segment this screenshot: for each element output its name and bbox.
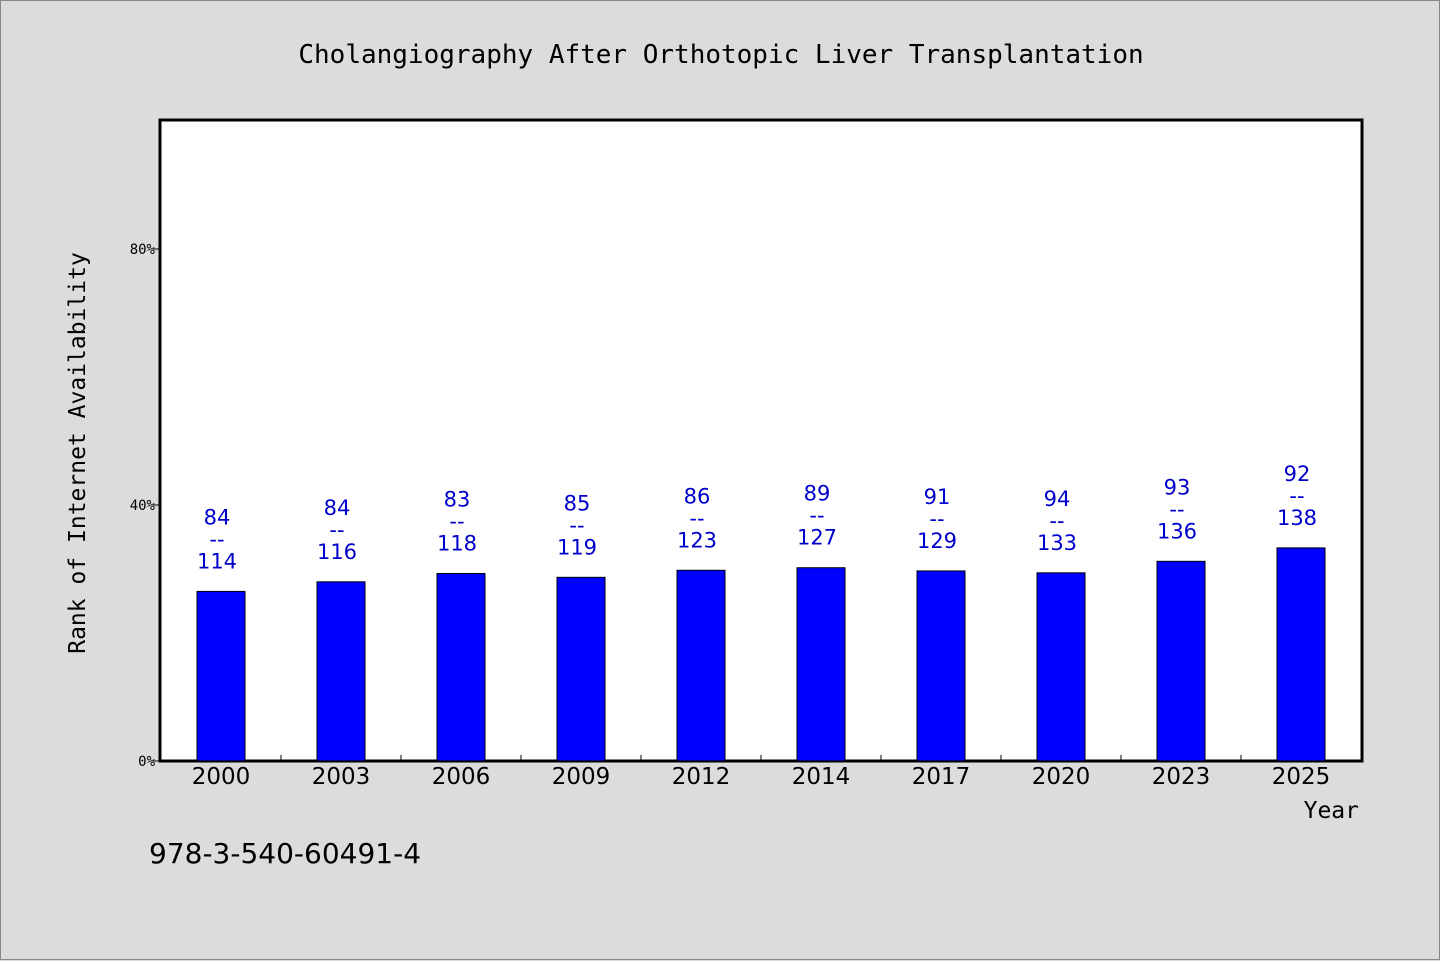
bar-series [196,547,1326,762]
x-tick-label: 2014 [792,764,851,790]
data-label-separator: -- [1049,509,1064,533]
data-label-bottom: 127 [797,526,837,550]
bar [1036,572,1086,762]
y-tick-label: 0% [138,754,155,770]
data-label-separator: -- [569,513,584,537]
bar [916,570,966,762]
x-tick-label: 2025 [1272,764,1331,790]
data-label-bottom: 119 [557,535,597,559]
data-label-bottom: 118 [437,531,477,555]
data-label-top: 94 [1044,487,1071,511]
data-label-separator: -- [689,506,704,530]
x-tick-label: 2003 [312,764,371,790]
x-tick-label: 2006 [432,764,491,790]
data-label-separator: -- [809,504,824,528]
x-tick-label: 2000 [192,764,251,790]
bar [1276,547,1326,762]
bar [676,569,726,762]
y-axis-label: Rank of Internet Availability [65,252,91,654]
chart-title: Cholangiography After Orthotopic Liver T… [298,40,1143,70]
data-label-separator: -- [1169,497,1184,521]
data-label-bottom: 136 [1157,519,1197,543]
data-label-top: 85 [564,491,591,515]
isbn-text: 978-3-540-60491-4 [149,837,421,870]
data-label-separator: -- [329,518,344,542]
data-label-separator: -- [1289,484,1304,508]
data-label-bottom: 123 [677,528,717,552]
data-label-top: 84 [324,496,351,520]
data-label-top: 84 [204,505,231,529]
x-tick-label: 2012 [672,764,731,790]
bar [196,590,246,762]
data-label-bottom: 114 [197,549,237,573]
data-label-bottom: 133 [1037,531,1077,555]
x-tick-label: 2017 [912,764,971,790]
bar [796,567,846,762]
x-axis-label: Year [1304,798,1359,824]
y-tick-label: 40% [130,498,156,514]
data-label-bottom: 129 [917,529,957,553]
data-label-separator: -- [209,527,224,551]
x-tick-label: 2023 [1152,764,1211,790]
bar [316,581,366,762]
bar [436,572,486,762]
x-tick-label: 2020 [1032,764,1091,790]
data-label-top: 92 [1284,462,1311,486]
data-label-top: 89 [804,482,831,506]
data-labels: 84--11484--11683--11885--11986--12389--1… [197,462,1317,574]
data-label-separator: -- [929,507,944,531]
data-label-top: 86 [684,484,711,508]
y-axis: 0% 40% 80% [130,242,161,770]
data-label-top: 91 [924,485,951,509]
data-label-top: 83 [444,487,471,511]
bar [1156,560,1206,762]
data-label-top: 93 [1164,475,1191,499]
y-tick-label: 80% [130,242,156,258]
data-label-separator: -- [449,509,464,533]
x-tick-label: 2009 [552,764,611,790]
data-label-bottom: 138 [1277,506,1317,530]
x-axis: 2000 2003 2006 2009 2012 2014 2017 2020 2023 2025 [192,755,1331,790]
data-label-bottom: 116 [317,540,357,564]
bar [556,576,606,762]
